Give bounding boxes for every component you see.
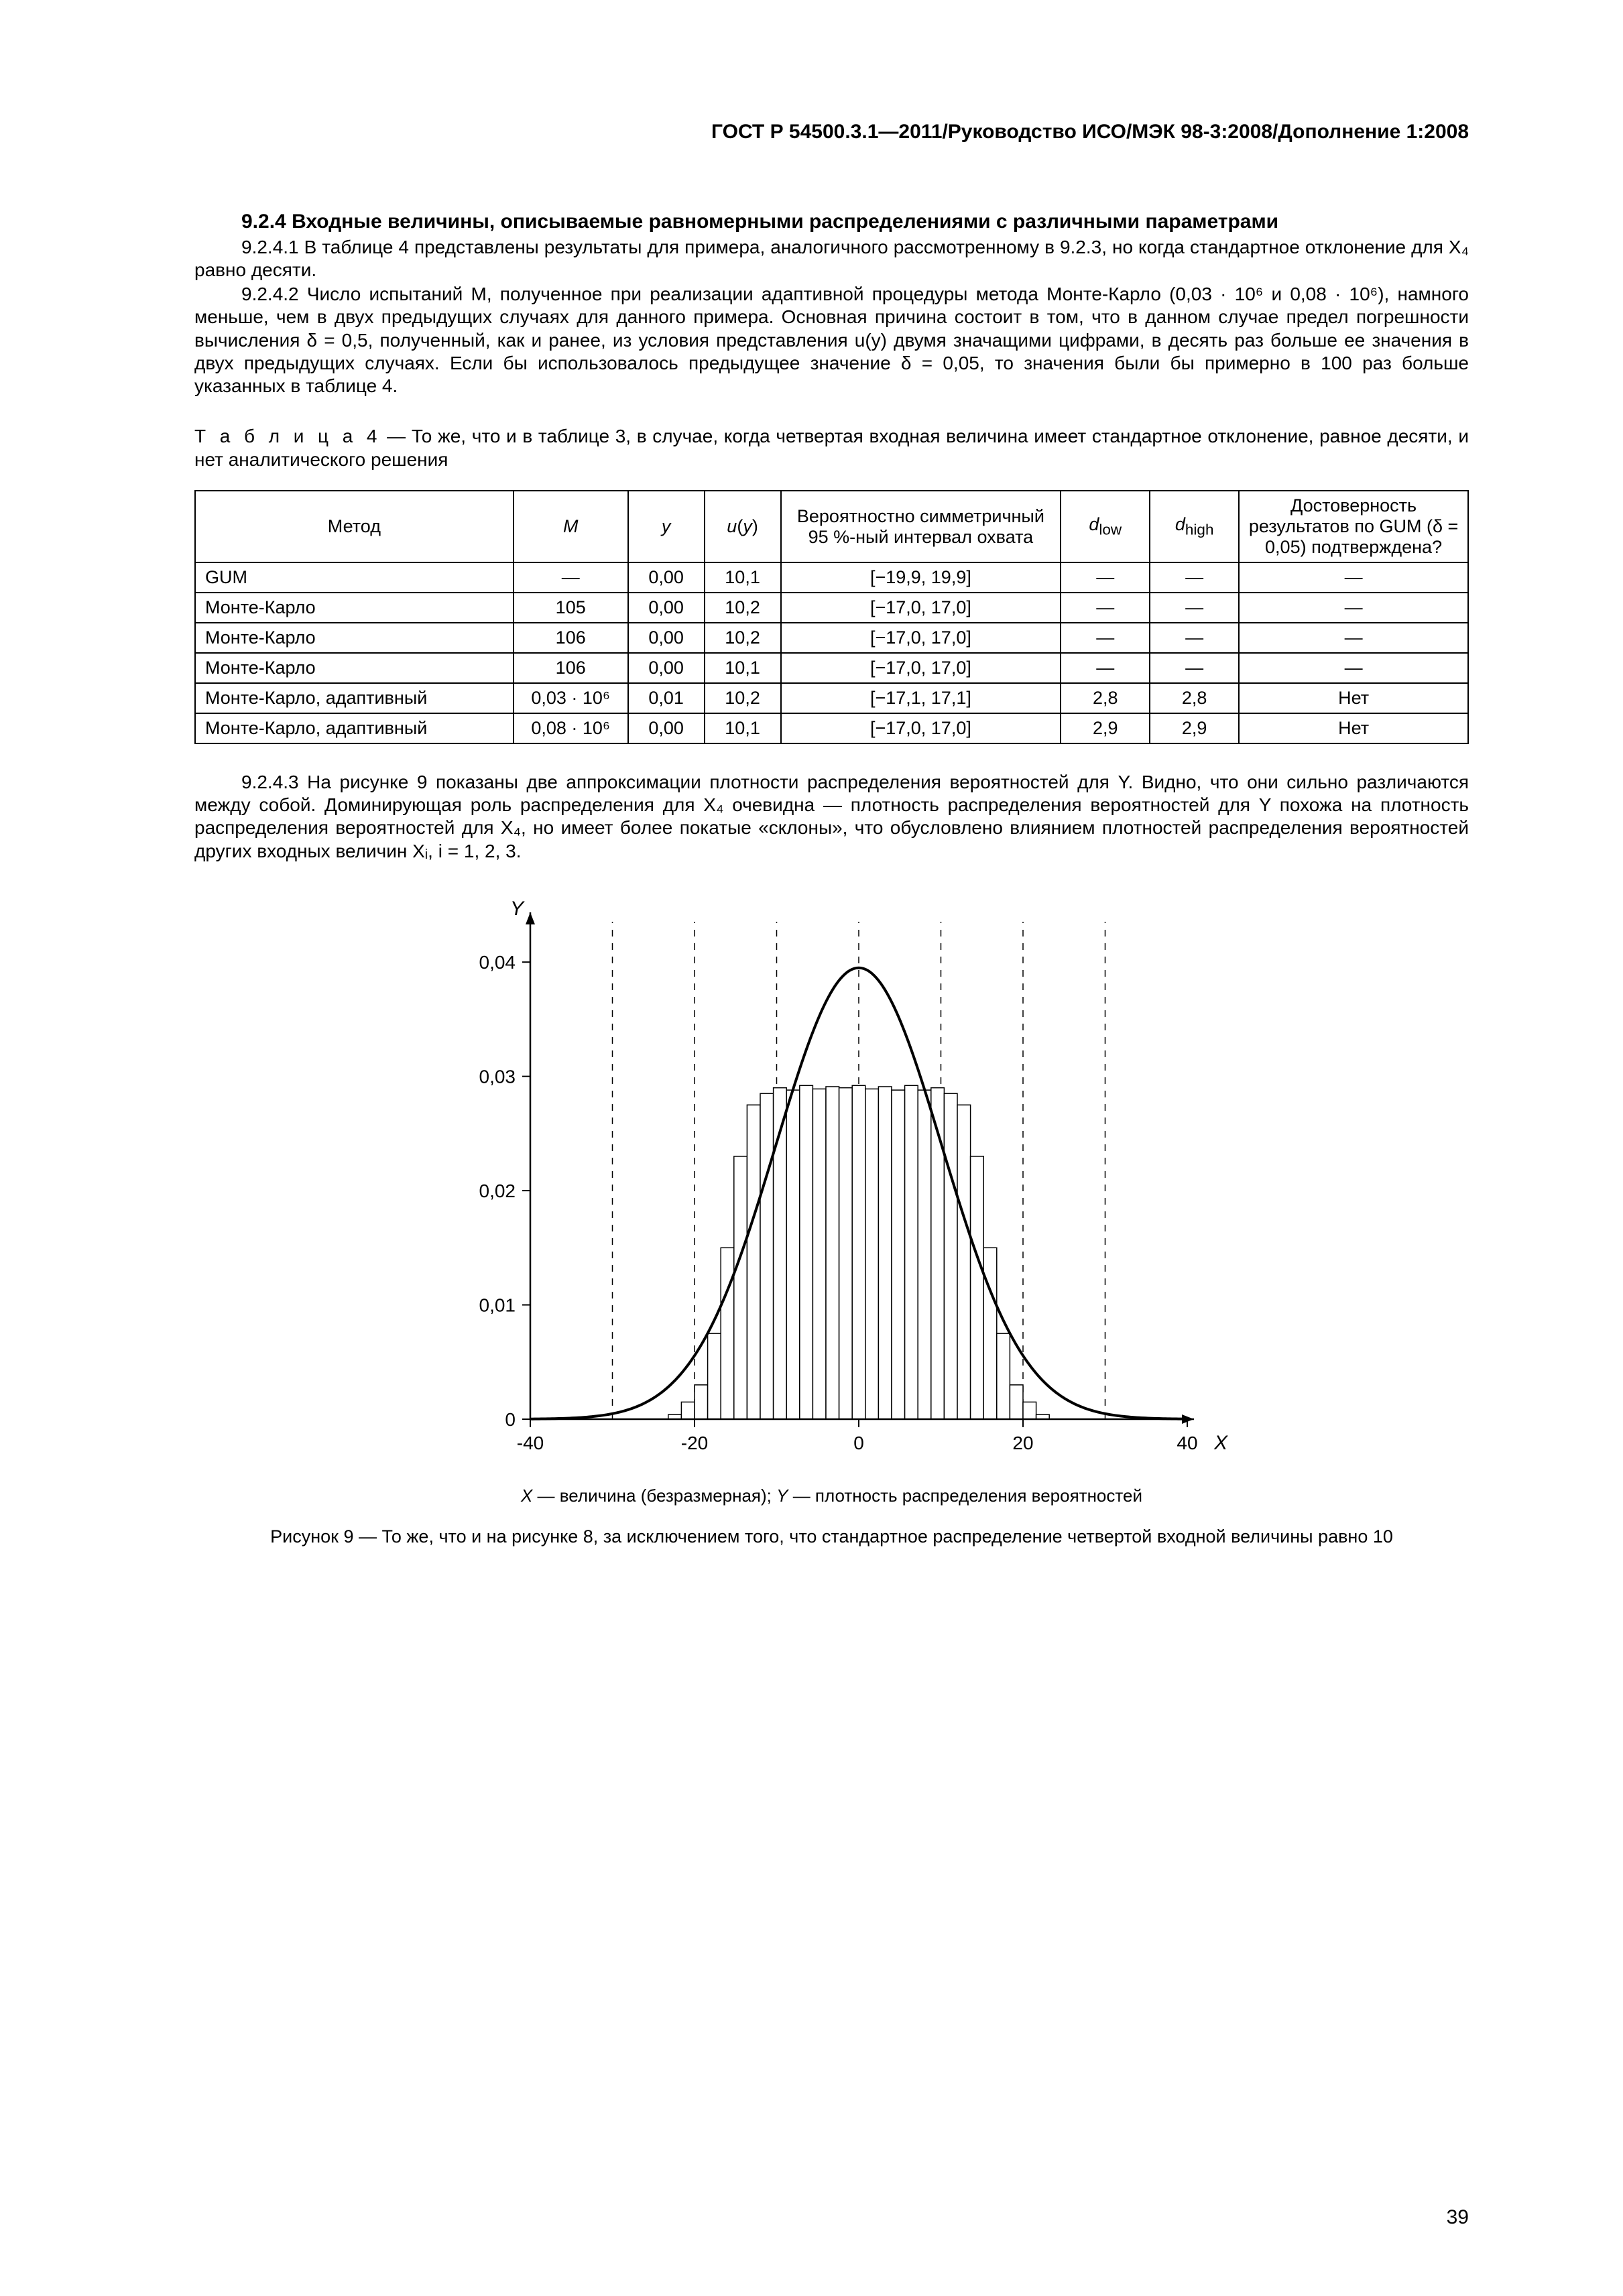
table-cell: — [514, 562, 628, 593]
table-cell: [−19,9, 19,9] [781, 562, 1061, 593]
table-cell: — [1150, 562, 1239, 593]
table-header-cell: u(y) [705, 491, 781, 562]
table-cell: 10,1 [705, 562, 781, 593]
table-cell: 0,00 [628, 562, 705, 593]
table-header-row: МетодMyu(y)Вероятностно симметричный 95 … [195, 491, 1468, 562]
page-number: 39 [1447, 2206, 1469, 2229]
table-cell: [−17,0, 17,0] [781, 653, 1061, 683]
table-cell: — [1061, 562, 1150, 593]
table-row: Монте-Карло1060,0010,1[−17,0, 17,0]——— [195, 653, 1468, 683]
table-row: Монте-Карло1050,0010,2[−17,0, 17,0]——— [195, 593, 1468, 623]
figure-9-svg: -40 -20 0 20 40 0 0,01 0,02 0,03 0,04 X Y [430, 896, 1234, 1473]
table-cell: 10,2 [705, 593, 781, 623]
svg-text:0: 0 [853, 1433, 864, 1453]
table-cell: — [1239, 653, 1468, 683]
table-cell: 0,00 [628, 623, 705, 653]
table-header-cell: dhigh [1150, 491, 1239, 562]
table-row: Монте-Карло, адаптивный0,03 · 10⁶0,0110,… [195, 683, 1468, 713]
table-cell: — [1150, 623, 1239, 653]
table-cell: 2,9 [1061, 713, 1150, 743]
table-cell: — [1150, 653, 1239, 683]
table-cell: Нет [1239, 713, 1468, 743]
table-cell: Монте-Карло [195, 653, 514, 683]
table-4: МетодMyu(y)Вероятностно симметричный 95 … [194, 490, 1469, 744]
table-cell: 10,2 [705, 623, 781, 653]
table-header-cell: Вероятностно симметричный 95 %-ный интер… [781, 491, 1061, 562]
table-4-caption: Т а б л и ц а 4 — То же, что и в таблице… [194, 424, 1469, 471]
figure-9-axis-key: X — величина (безразмерная); Y — плотнос… [194, 1486, 1469, 1506]
table-header-cell: dlow [1061, 491, 1150, 562]
table-cell: 105 [514, 593, 628, 623]
table-cell: 0,01 [628, 683, 705, 713]
section-title: 9.2.4 Входные величины, описываемые равн… [194, 210, 1469, 233]
table-cell: 0,00 [628, 593, 705, 623]
section-text: Входные величины, описываемые равномерны… [292, 210, 1278, 233]
table-header-cell: Достоверность результатов по GUM (δ = 0,… [1239, 491, 1468, 562]
table-cell: 2,8 [1061, 683, 1150, 713]
svg-text:0,04: 0,04 [479, 952, 516, 973]
table-cell: [−17,0, 17,0] [781, 623, 1061, 653]
table-cell: 2,9 [1150, 713, 1239, 743]
table-cell: — [1061, 653, 1150, 683]
table-cell: [−17,1, 17,1] [781, 683, 1061, 713]
table-row: GUM—0,0010,1[−19,9, 19,9]——— [195, 562, 1468, 593]
svg-text:X: X [1213, 1432, 1228, 1454]
table-cell: 106 [514, 653, 628, 683]
section-number: 9.2.4 [241, 210, 286, 233]
table-cell: 10,1 [705, 653, 781, 683]
paragraph-9-2-4-1: 9.2.4.1 В таблице 4 представлены результ… [194, 236, 1469, 282]
table-cell: [−17,0, 17,0] [781, 593, 1061, 623]
table-cell: — [1061, 593, 1150, 623]
table-cell: 0,00 [628, 713, 705, 743]
table-cell: Монте-Карло, адаптивный [195, 683, 514, 713]
table-cell: 0,08 · 10⁶ [514, 713, 628, 743]
table-cell: Монте-Карло, адаптивный [195, 713, 514, 743]
figure-9: -40 -20 0 20 40 0 0,01 0,02 0,03 0,04 X Y X — велич… [194, 896, 1469, 1549]
table-caption-text: — То же, что и в таблице 3, в случае, ко… [194, 426, 1469, 470]
table-cell: Монте-Карло [195, 593, 514, 623]
doc-header: ГОСТ Р 54500.3.1—2011/Руководство ИСО/МЭ… [194, 121, 1469, 143]
figure-9-caption: Рисунок 9 — То же, что и на рисунке 8, з… [194, 1525, 1469, 1549]
paragraph-9-2-4-2: 9.2.4.2 Число испытаний M, полученное пр… [194, 283, 1469, 398]
table-header-cell: M [514, 491, 628, 562]
table-cell: [−17,0, 17,0] [781, 713, 1061, 743]
svg-text:Y: Y [509, 898, 524, 920]
svg-text:0,02: 0,02 [479, 1181, 516, 1201]
table-cell: — [1239, 562, 1468, 593]
table-cell: 106 [514, 623, 628, 653]
table-cell: — [1150, 593, 1239, 623]
table-header-cell: y [628, 491, 705, 562]
svg-text:20: 20 [1012, 1433, 1033, 1453]
table-cell: 0,00 [628, 653, 705, 683]
svg-text:0: 0 [505, 1409, 516, 1430]
svg-text:0,03: 0,03 [479, 1066, 516, 1087]
table-cell: — [1239, 593, 1468, 623]
svg-text:-40: -40 [516, 1433, 543, 1453]
table-cell: 2,8 [1150, 683, 1239, 713]
table-row: Монте-Карло1060,0010,2[−17,0, 17,0]——— [195, 623, 1468, 653]
table-cell: Монте-Карло [195, 623, 514, 653]
svg-text:40: 40 [1177, 1433, 1197, 1453]
table-header-cell: Метод [195, 491, 514, 562]
table-cell: 10,2 [705, 683, 781, 713]
svg-text:-20: -20 [680, 1433, 707, 1453]
table-row: Монте-Карло, адаптивный0,08 · 10⁶0,0010,… [195, 713, 1468, 743]
svg-text:0,01: 0,01 [479, 1294, 516, 1315]
table-cell: — [1061, 623, 1150, 653]
table-cell: 0,03 · 10⁶ [514, 683, 628, 713]
table-cell: Нет [1239, 683, 1468, 713]
paragraph-9-2-4-3: 9.2.4.3 На рисунке 9 показаны две аппрок… [194, 771, 1469, 863]
table-caption-label: Т а б л и ц а 4 [194, 426, 381, 446]
table-cell: GUM [195, 562, 514, 593]
table-cell: 10,1 [705, 713, 781, 743]
table-cell: — [1239, 623, 1468, 653]
